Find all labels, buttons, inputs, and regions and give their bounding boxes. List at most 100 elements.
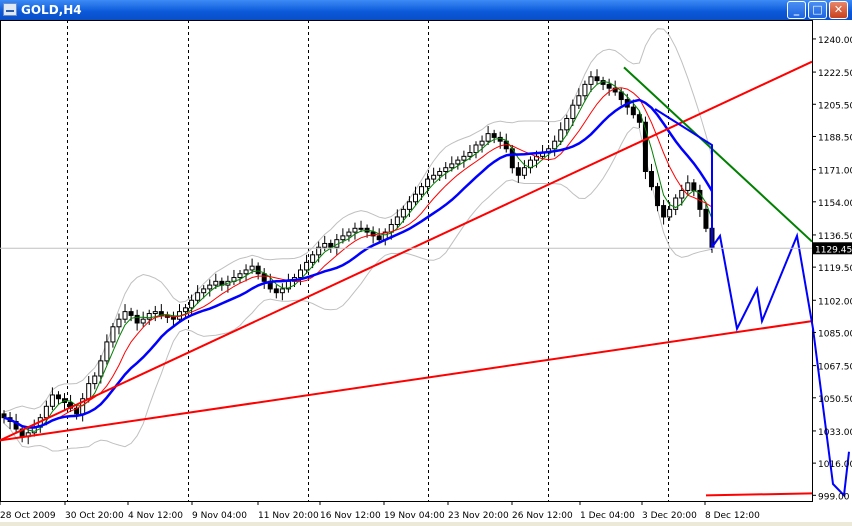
candle-body [443,167,449,172]
candle-body [491,133,497,138]
candle-body [43,405,49,419]
ma-fast-line [3,80,713,432]
price-tick-label: 1033.00 [818,428,852,438]
candle-body [310,254,316,263]
price-axis: 1240.00 1222.50 1205.50 1188.50 1171.00 1154.… [0,36,852,502]
chart-grid [0,20,813,502]
candle-body [86,383,92,400]
candle-body [255,265,261,275]
maximize-button[interactable]: □ [808,1,827,19]
price-chart[interactable]: 1240.00 1222.50 1205.50 1188.50 1171.00 1154.… [0,20,852,522]
bollinger-lower [3,126,713,452]
candle-body [412,193,418,203]
candle-body [116,318,122,328]
time-tick-label: 28 Oct 2009 [0,511,56,521]
candle-body [667,208,673,218]
time-tick-label: 8 Dec 12:00 [705,511,760,521]
candle-body [170,316,176,320]
window-title: GOLD,H4 [21,3,82,17]
bollinger-bands [3,28,713,452]
candle-body [128,311,134,316]
candles [1,69,715,445]
candle-body [104,341,110,362]
current-price-label: 1129.45 [815,245,852,255]
candle-body [189,299,195,309]
candle-body [92,375,98,385]
price-tick-label: 999.00 [818,492,850,502]
candle-body [576,95,582,106]
candle-body [261,273,267,282]
candle-body [394,216,400,226]
candle-body [425,178,431,188]
candle-body [207,284,213,290]
price-tick-label: 1050.50 [818,395,852,405]
time-tick-label: 16 Nov 12:00 [320,511,381,521]
red-trendline-bottom [705,492,813,497]
candle-body [558,129,564,142]
chart-window-icon[interactable] [3,3,17,16]
candle-body [328,242,334,248]
time-tick-label: 19 Nov 04:00 [384,511,445,521]
time-axis: 28 Oct 2009 30 Oct 20:00 4 Nov 12:00 9 Nov … [0,501,760,521]
candle-body [370,231,376,237]
candle-body [98,360,104,377]
candle-body [298,269,304,279]
candle-body [243,269,249,275]
green-trendline [623,66,813,243]
candle-body [618,91,624,101]
candle-body [703,208,709,229]
price-tick-label: 1205.50 [818,101,852,111]
candle-body [279,288,285,294]
candle-body [400,208,406,218]
red-trendline-lower [0,320,813,442]
candle-body [304,261,310,271]
candle-body [146,313,152,320]
candle-body [195,292,201,301]
candle-body [49,394,55,407]
candle-body [479,140,485,146]
candle-body [552,140,558,150]
time-tick-label: 1 Dec 04:00 [580,511,635,521]
candle-body [237,273,243,279]
candle-body [406,201,412,210]
candle-body [642,121,648,172]
title-bar[interactable]: GOLD,H4 _ □ ✕ [0,0,852,20]
candle-body [213,280,219,286]
candle-body [515,167,521,176]
moving-averages [3,80,714,432]
candle-body [606,83,612,89]
candle-body [183,307,189,313]
time-tick-label: 11 Nov 20:00 [258,511,319,521]
bollinger-upper [3,28,713,413]
candle-body [473,144,479,154]
candle-body [158,311,164,316]
time-tick-label: 3 Dec 20:00 [642,511,697,521]
blue-projection-line [654,108,850,498]
candle-body [316,246,322,256]
price-tick-label: 1119.50 [818,264,852,274]
candle-body [582,83,588,97]
candle-body [376,235,382,241]
chart-canvas[interactable]: 1240.00 1222.50 1205.50 1188.50 1171.00 1154.… [0,20,852,522]
candle-body [673,197,679,210]
candle-body [461,155,467,161]
minimize-button[interactable]: _ [787,1,806,19]
candle-body [455,159,461,165]
time-tick-label: 4 Nov 12:00 [128,511,183,521]
candle-body [594,76,600,82]
close-button[interactable]: ✕ [829,1,848,19]
candle-body [152,311,158,315]
candle-body [564,117,570,131]
price-tick-label: 1222.50 [818,69,852,79]
price-tick-label: 1085.00 [818,329,852,339]
candle-body [140,318,146,324]
candle-body [1,413,7,419]
candle-body [485,133,491,142]
candle-body [679,189,685,199]
candle-body [273,288,279,294]
time-tick-label: 23 Nov 20:00 [448,511,509,521]
trendlines [0,60,850,498]
red-trendline-upper [0,60,813,442]
candle-body [661,205,667,218]
price-tick-label: 1102.00 [818,297,852,307]
